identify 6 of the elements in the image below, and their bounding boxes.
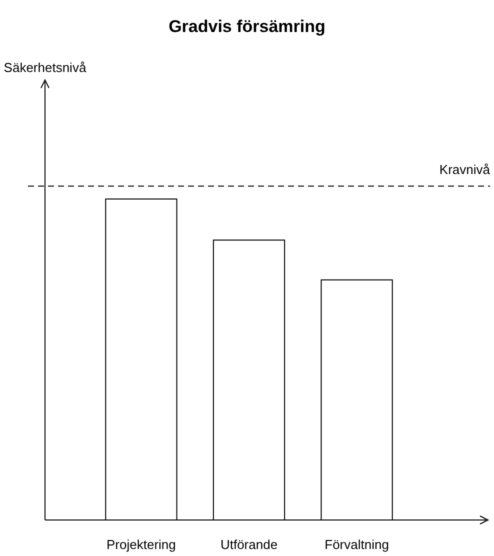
x-tick-label: Förvaltning bbox=[324, 537, 389, 552]
ref-line-label: Kravnivå bbox=[439, 162, 491, 178]
chart-title: Gradvis försämring bbox=[168, 17, 326, 36]
text: Säkerhetsnivå bbox=[4, 60, 87, 75]
x-tick-label: Projektering bbox=[106, 537, 176, 552]
x-tick-label: Utförande bbox=[220, 537, 278, 552]
